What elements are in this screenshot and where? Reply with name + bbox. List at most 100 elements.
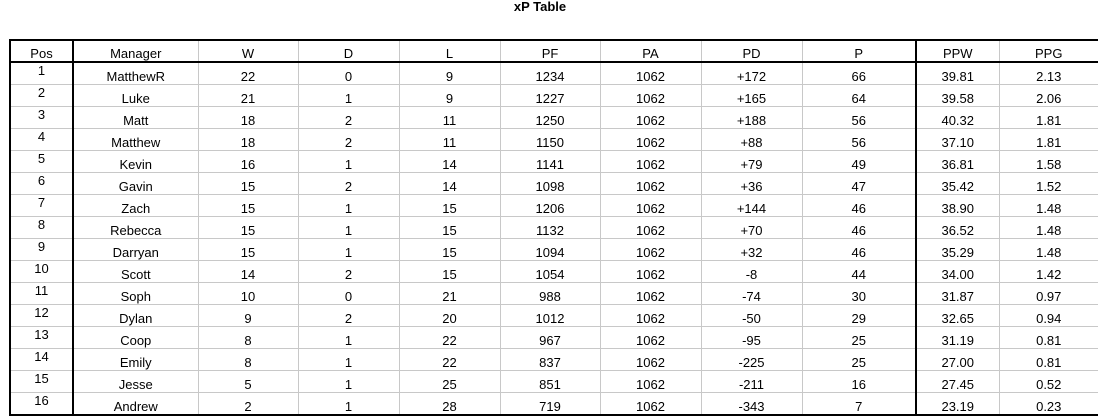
d-cell[interactable]: 2 bbox=[297, 304, 400, 327]
pf-cell[interactable]: 1206 bbox=[499, 194, 601, 217]
p-cell[interactable]: 66 bbox=[801, 61, 917, 85]
p-cell[interactable]: 30 bbox=[801, 282, 917, 305]
pos-cell[interactable]: 7 bbox=[9, 194, 74, 217]
ppw-cell[interactable]: 35.29 bbox=[915, 238, 1000, 261]
pf-cell[interactable]: 1150 bbox=[499, 128, 601, 151]
w-cell[interactable]: 18 bbox=[197, 106, 299, 129]
pd-cell[interactable]: -225 bbox=[700, 348, 803, 371]
column-header-pa[interactable]: PA bbox=[599, 39, 702, 63]
w-cell[interactable]: 8 bbox=[197, 326, 299, 349]
pd-cell[interactable]: +165 bbox=[700, 84, 803, 107]
pf-cell[interactable]: 1250 bbox=[499, 106, 601, 129]
l-cell[interactable]: 22 bbox=[398, 348, 501, 371]
column-header-manager[interactable]: Manager bbox=[72, 39, 199, 63]
l-cell[interactable]: 9 bbox=[398, 84, 501, 107]
manager-cell[interactable]: Luke bbox=[72, 84, 199, 107]
manager-cell[interactable]: Emily bbox=[72, 348, 199, 371]
ppg-cell[interactable]: 0.81 bbox=[998, 326, 1098, 349]
manager-cell[interactable]: Scott bbox=[72, 260, 199, 283]
manager-cell[interactable]: Gavin bbox=[72, 172, 199, 195]
ppg-cell[interactable]: 2.06 bbox=[998, 84, 1098, 107]
manager-cell[interactable]: Matthew bbox=[72, 128, 199, 151]
p-cell[interactable]: 49 bbox=[801, 150, 917, 173]
pd-cell[interactable]: +79 bbox=[700, 150, 803, 173]
d-cell[interactable]: 1 bbox=[297, 194, 400, 217]
pa-cell[interactable]: 1062 bbox=[599, 194, 702, 217]
l-cell[interactable]: 11 bbox=[398, 106, 501, 129]
pa-cell[interactable]: 1062 bbox=[599, 238, 702, 261]
ppw-cell[interactable]: 27.45 bbox=[915, 370, 1000, 393]
pa-cell[interactable]: 1062 bbox=[599, 392, 702, 416]
ppw-cell[interactable]: 37.10 bbox=[915, 128, 1000, 151]
manager-cell[interactable]: Jesse bbox=[72, 370, 199, 393]
pd-cell[interactable]: -95 bbox=[700, 326, 803, 349]
pf-cell[interactable]: 1054 bbox=[499, 260, 601, 283]
pos-cell[interactable]: 15 bbox=[9, 370, 74, 393]
pos-cell[interactable]: 2 bbox=[9, 84, 74, 107]
w-cell[interactable]: 2 bbox=[197, 392, 299, 416]
pf-cell[interactable]: 1141 bbox=[499, 150, 601, 173]
column-header-p[interactable]: P bbox=[801, 39, 917, 63]
manager-cell[interactable]: Kevin bbox=[72, 150, 199, 173]
w-cell[interactable]: 15 bbox=[197, 172, 299, 195]
p-cell[interactable]: 29 bbox=[801, 304, 917, 327]
pf-cell[interactable]: 837 bbox=[499, 348, 601, 371]
ppw-cell[interactable]: 31.19 bbox=[915, 326, 1000, 349]
manager-cell[interactable]: Matt bbox=[72, 106, 199, 129]
p-cell[interactable]: 56 bbox=[801, 128, 917, 151]
pf-cell[interactable]: 1012 bbox=[499, 304, 601, 327]
w-cell[interactable]: 8 bbox=[197, 348, 299, 371]
d-cell[interactable]: 1 bbox=[297, 370, 400, 393]
ppg-cell[interactable]: 1.81 bbox=[998, 106, 1098, 129]
ppg-cell[interactable]: 0.81 bbox=[998, 348, 1098, 371]
manager-cell[interactable]: Soph bbox=[72, 282, 199, 305]
ppw-cell[interactable]: 39.58 bbox=[915, 84, 1000, 107]
l-cell[interactable]: 15 bbox=[398, 238, 501, 261]
p-cell[interactable]: 46 bbox=[801, 216, 917, 239]
pf-cell[interactable]: 851 bbox=[499, 370, 601, 393]
pf-cell[interactable]: 719 bbox=[499, 392, 601, 416]
w-cell[interactable]: 10 bbox=[197, 282, 299, 305]
d-cell[interactable]: 1 bbox=[297, 326, 400, 349]
p-cell[interactable]: 47 bbox=[801, 172, 917, 195]
pa-cell[interactable]: 1062 bbox=[599, 106, 702, 129]
l-cell[interactable]: 9 bbox=[398, 61, 501, 85]
l-cell[interactable]: 21 bbox=[398, 282, 501, 305]
pa-cell[interactable]: 1062 bbox=[599, 61, 702, 85]
ppw-cell[interactable]: 39.81 bbox=[915, 61, 1000, 85]
ppw-cell[interactable]: 40.32 bbox=[915, 106, 1000, 129]
ppw-cell[interactable]: 32.65 bbox=[915, 304, 1000, 327]
ppg-cell[interactable]: 0.23 bbox=[998, 392, 1098, 416]
column-header-l[interactable]: L bbox=[398, 39, 501, 63]
pa-cell[interactable]: 1062 bbox=[599, 172, 702, 195]
pos-cell[interactable]: 8 bbox=[9, 216, 74, 239]
l-cell[interactable]: 20 bbox=[398, 304, 501, 327]
l-cell[interactable]: 14 bbox=[398, 172, 501, 195]
d-cell[interactable]: 1 bbox=[297, 238, 400, 261]
ppw-cell[interactable]: 31.87 bbox=[915, 282, 1000, 305]
d-cell[interactable]: 0 bbox=[297, 282, 400, 305]
pos-cell[interactable]: 4 bbox=[9, 128, 74, 151]
w-cell[interactable]: 15 bbox=[197, 216, 299, 239]
p-cell[interactable]: 56 bbox=[801, 106, 917, 129]
l-cell[interactable]: 15 bbox=[398, 194, 501, 217]
l-cell[interactable]: 15 bbox=[398, 216, 501, 239]
pd-cell[interactable]: -343 bbox=[700, 392, 803, 416]
ppg-cell[interactable]: 1.42 bbox=[998, 260, 1098, 283]
d-cell[interactable]: 1 bbox=[297, 150, 400, 173]
w-cell[interactable]: 5 bbox=[197, 370, 299, 393]
ppw-cell[interactable]: 27.00 bbox=[915, 348, 1000, 371]
ppg-cell[interactable]: 0.94 bbox=[998, 304, 1098, 327]
pd-cell[interactable]: +32 bbox=[700, 238, 803, 261]
pf-cell[interactable]: 1132 bbox=[499, 216, 601, 239]
pd-cell[interactable]: -50 bbox=[700, 304, 803, 327]
d-cell[interactable]: 1 bbox=[297, 348, 400, 371]
column-header-pf[interactable]: PF bbox=[499, 39, 601, 63]
pos-cell[interactable]: 1 bbox=[9, 61, 74, 85]
l-cell[interactable]: 15 bbox=[398, 260, 501, 283]
d-cell[interactable]: 0 bbox=[297, 61, 400, 85]
pa-cell[interactable]: 1062 bbox=[599, 260, 702, 283]
l-cell[interactable]: 11 bbox=[398, 128, 501, 151]
ppg-cell[interactable]: 0.52 bbox=[998, 370, 1098, 393]
pos-cell[interactable]: 11 bbox=[9, 282, 74, 305]
